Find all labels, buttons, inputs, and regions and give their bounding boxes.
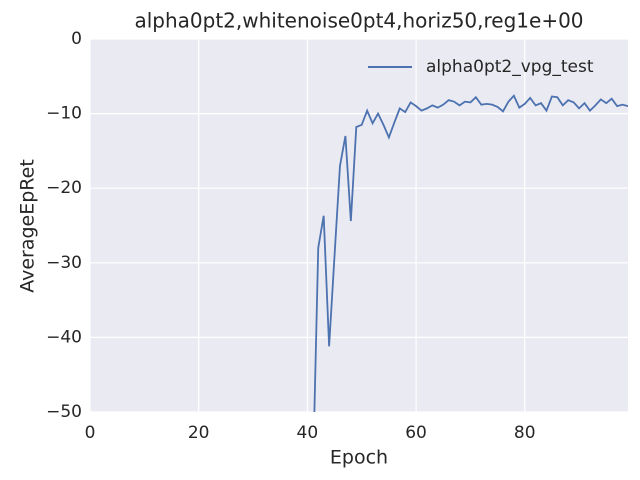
- x-tick-label: 80: [514, 423, 536, 443]
- legend-label: alpha0pt2_vpg_test: [426, 57, 594, 77]
- y-tick-label: 0: [71, 29, 82, 49]
- x-tick-label: 60: [405, 423, 427, 443]
- y-tick-label: −30: [46, 253, 82, 273]
- y-tick-label: −40: [46, 327, 82, 347]
- lines: [313, 94, 628, 412]
- y-tick-label: −50: [46, 402, 82, 422]
- x-tick-label: 0: [85, 423, 96, 443]
- y-tick-label: −10: [46, 104, 82, 124]
- x-tick-label: 20: [188, 423, 210, 443]
- x-tick-label: 40: [297, 423, 319, 443]
- grid: [89, 38, 628, 413]
- y-tick-label: −20: [46, 178, 82, 198]
- series-line: [313, 94, 628, 412]
- x-axis-label: Epoch: [330, 447, 388, 469]
- y-axis-label: AverageEpRet: [17, 159, 39, 293]
- chart-title: alpha0pt2,whitenoise0pt4,horiz50,reg1e+0…: [134, 9, 583, 33]
- plot-area: [90, 39, 628, 412]
